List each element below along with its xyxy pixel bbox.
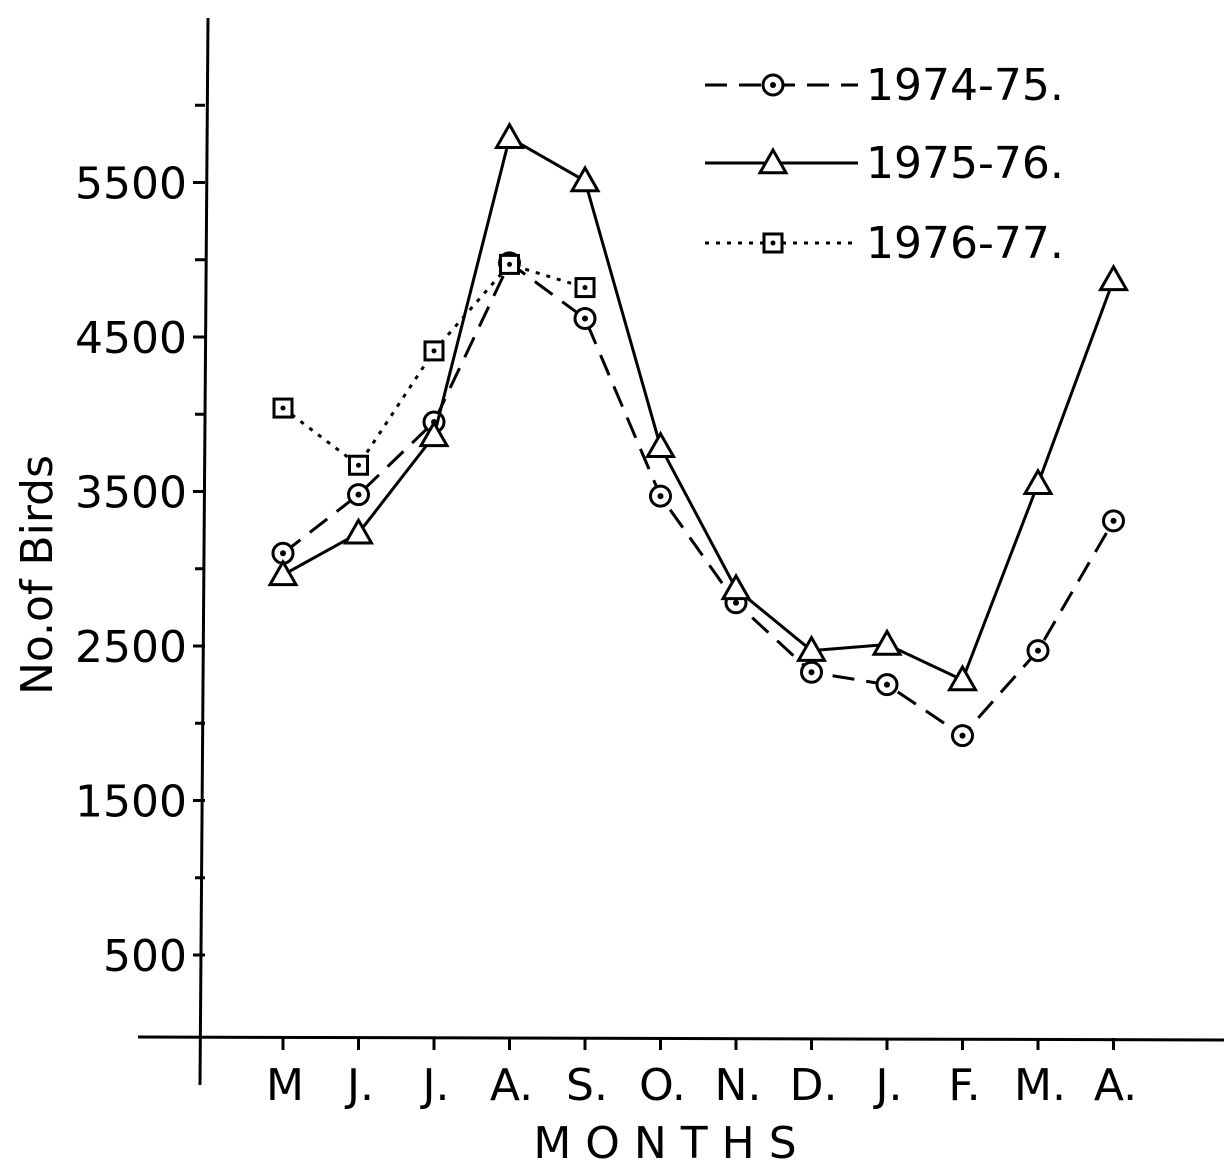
series-1	[271, 251, 1125, 748]
data-point-triangle	[267, 558, 299, 587]
data-point-square	[574, 277, 596, 299]
y-axis-line	[198, 17, 210, 1086]
legend-item: 1976-77.	[705, 218, 1064, 269]
x-tick-label: A.	[1094, 1060, 1137, 1111]
data-point-circle	[649, 484, 672, 508]
data-point-square	[272, 397, 294, 419]
data-point-circle	[1102, 509, 1125, 533]
data-point-circle	[951, 724, 974, 748]
y-tick-label: 2500	[75, 622, 187, 673]
legend-marker-circle	[761, 73, 785, 97]
x-tick-label: A.	[490, 1060, 533, 1111]
x-tick-label: D.	[790, 1060, 838, 1111]
y-tick-label: 4500	[75, 313, 187, 364]
data-point-square	[499, 253, 520, 275]
x-tick-label: J.	[873, 1060, 903, 1111]
x-tick-label: N.	[715, 1060, 762, 1111]
y-tick-label: 1500	[75, 777, 187, 828]
legend-label: 1976-77.	[866, 218, 1064, 269]
data-point-circle	[573, 306, 597, 330]
legend: 1974-75. 1975-76. 1976-77.	[705, 60, 1064, 269]
data-point-circle	[347, 483, 370, 507]
x-tick-label: O.	[639, 1060, 686, 1111]
data-point-triangle	[1022, 467, 1054, 496]
x-tick-label: F.	[948, 1060, 980, 1111]
x-axis-title: M O N T H S	[533, 1118, 796, 1165]
series-line	[282, 136, 1115, 682]
x-tick-label: S.	[566, 1060, 608, 1111]
x-tick-label: J.	[344, 1060, 374, 1111]
data-point-circle	[875, 673, 899, 697]
data-point-triangle	[418, 419, 450, 448]
y-axis-title: No.of Birds	[12, 455, 63, 695]
data-point-triangle	[569, 164, 601, 193]
data-point-square	[423, 340, 445, 362]
legend-label: 1975-76.	[866, 138, 1064, 189]
x-axis-line	[137, 1035, 1224, 1042]
legend-marker-square	[762, 232, 784, 254]
x-ticks: M J. J. A. S. O. N. D. J. F. M. A.	[266, 1038, 1137, 1111]
data-point-triangle	[493, 121, 526, 149]
data-point-triangle	[1097, 263, 1130, 292]
axes	[137, 17, 1224, 1086]
y-tick-label: 500	[103, 931, 187, 982]
y-tick-label: 3500	[75, 468, 187, 519]
series-layer	[267, 121, 1130, 748]
data-point-triangle	[795, 634, 828, 662]
data-point-circle	[1026, 639, 1050, 663]
data-point-square	[348, 454, 369, 476]
x-tick-label: J.	[420, 1060, 450, 1111]
legend-label: 1974-75.	[866, 60, 1064, 111]
x-tick-label: M.	[1014, 1060, 1066, 1111]
x-tick-label: M	[266, 1060, 304, 1111]
data-point-triangle	[644, 430, 677, 458]
data-point-circle	[800, 660, 823, 684]
y-tick-label: 5500	[75, 159, 187, 210]
legend-item: 1975-76.	[705, 138, 1064, 189]
data-point-triangle	[871, 628, 903, 656]
data-point-triangle	[946, 663, 979, 692]
y-ticks: 500 1500 2500 3500 4500 5500	[75, 103, 205, 982]
data-point-triangle	[720, 572, 752, 601]
series-2	[267, 121, 1130, 692]
series-line	[282, 261, 1115, 738]
data-point-triangle	[342, 517, 375, 545]
series-3	[272, 253, 596, 476]
legend-item: 1974-75.	[705, 60, 1064, 111]
legend-marker-triangle	[757, 146, 789, 175]
